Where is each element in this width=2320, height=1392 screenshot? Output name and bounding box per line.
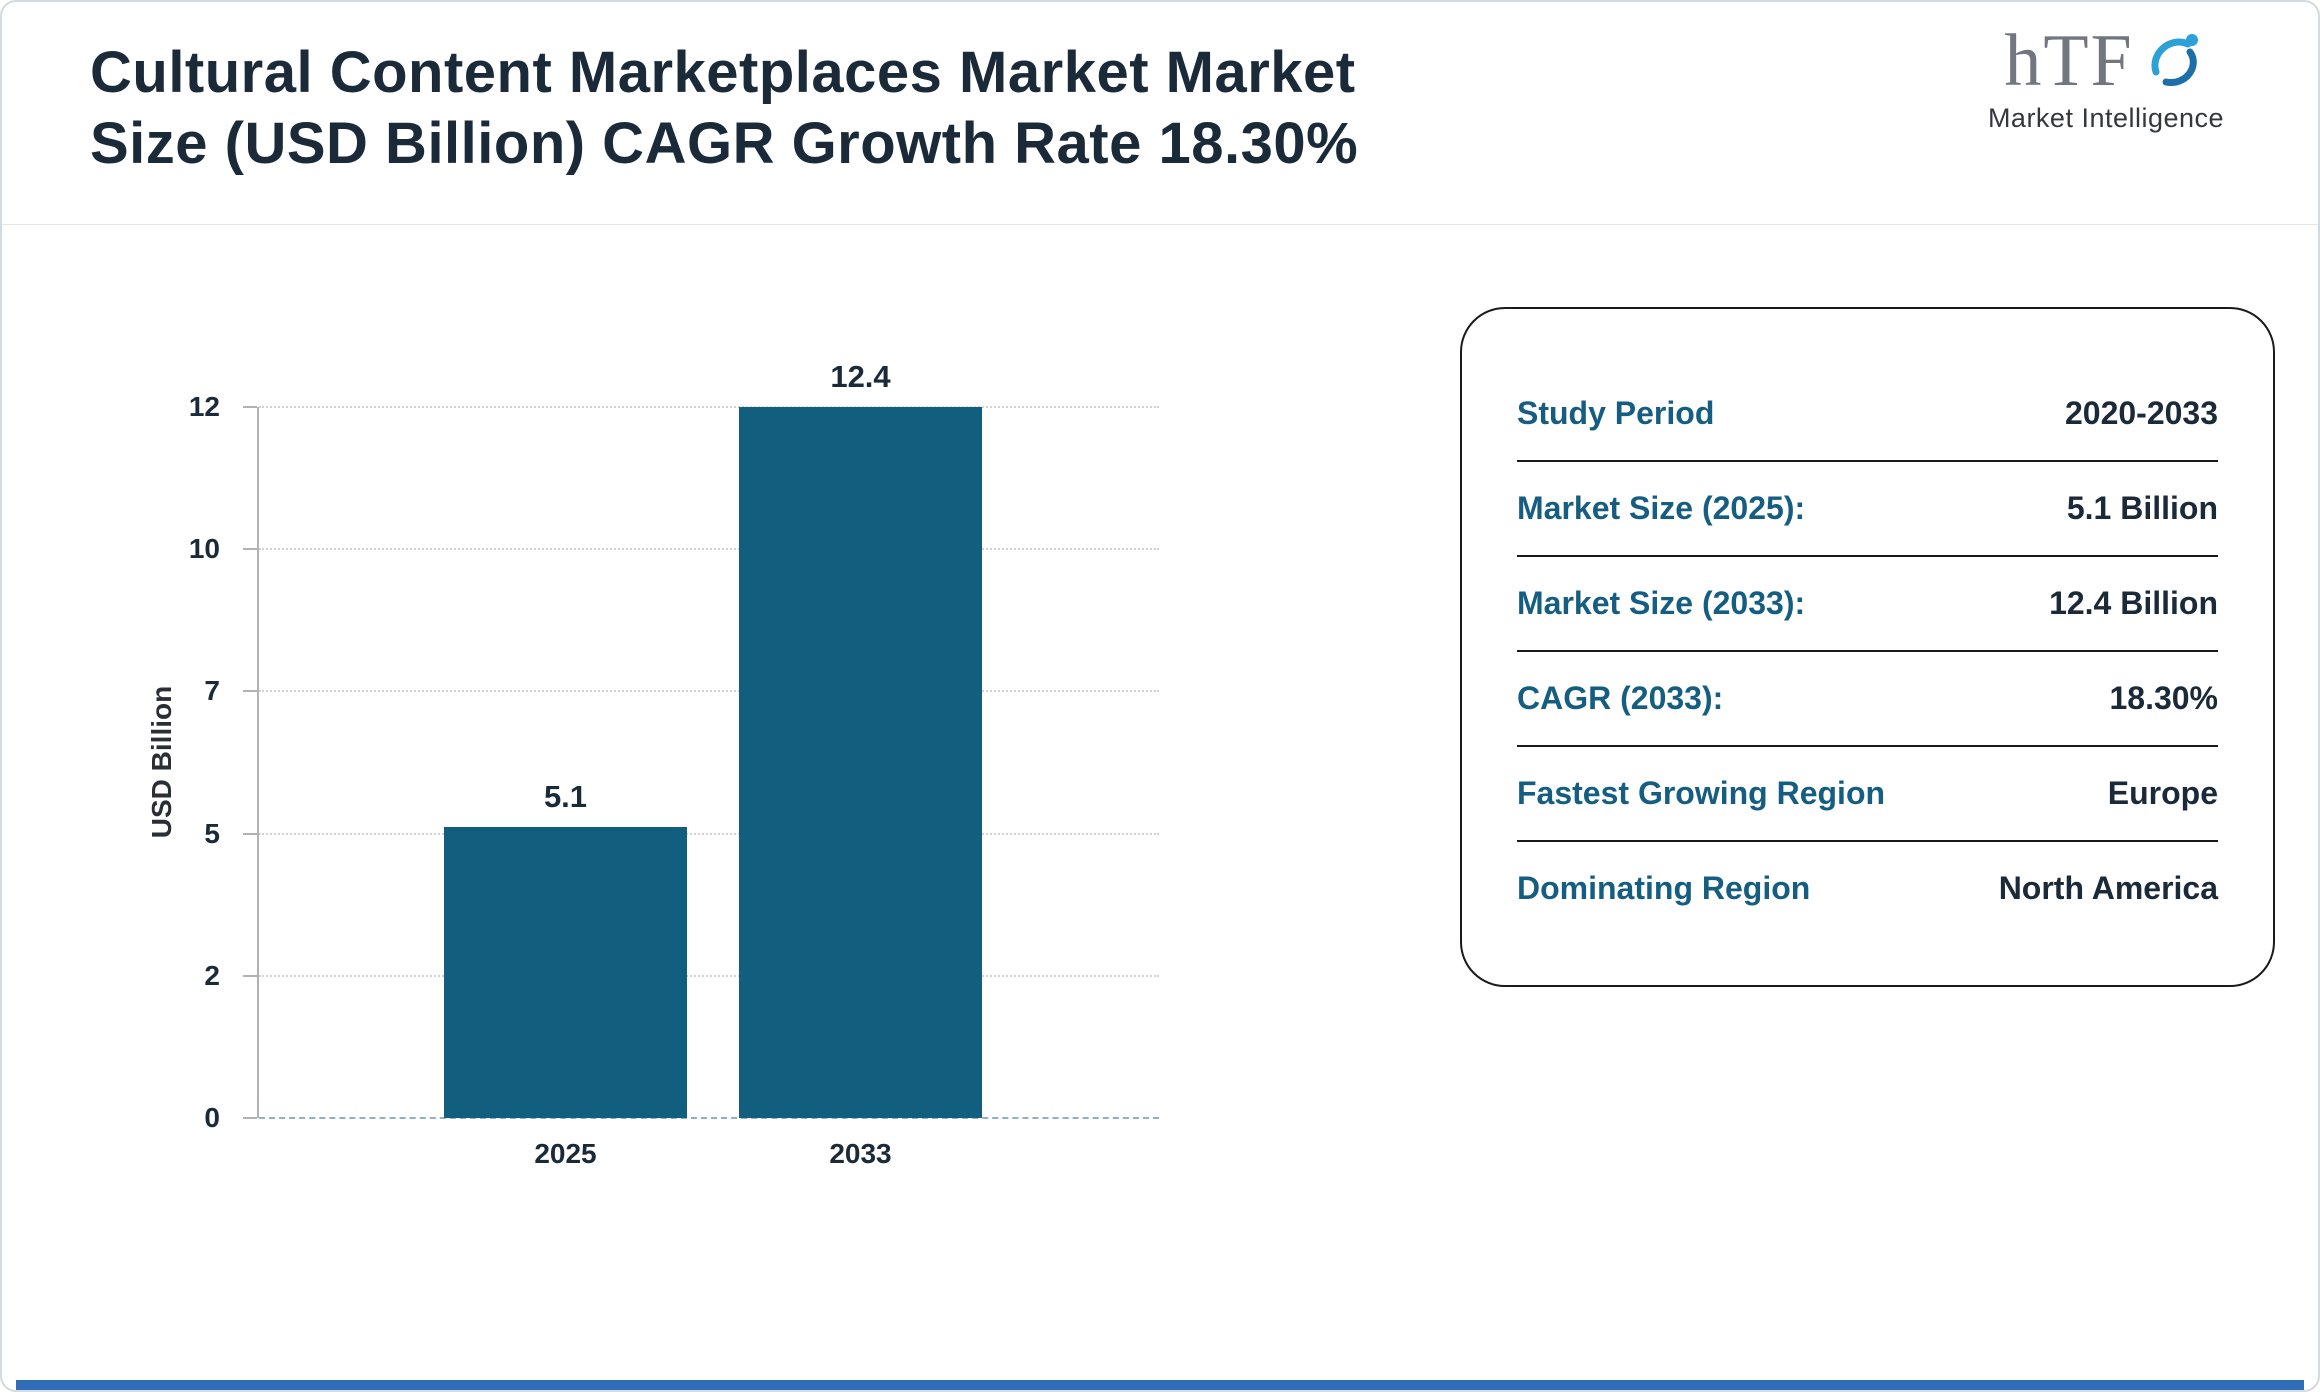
y-tick-mark bbox=[243, 832, 257, 835]
info-row-value: 18.30% bbox=[2109, 680, 2218, 716]
y-tick-label: 5 bbox=[204, 817, 220, 849]
y-tick-mark bbox=[243, 406, 257, 408]
logo-subtitle: Market Intelligence bbox=[1987, 103, 2225, 133]
gridline bbox=[259, 974, 1159, 977]
info-row-label: Fastest Growing Region bbox=[1517, 775, 1886, 811]
info-row-label: Market Size (2033): bbox=[1517, 585, 1806, 621]
bar-2033: 12.4 bbox=[739, 359, 982, 1118]
info-row-value: 2020-2033 bbox=[2064, 395, 2218, 431]
gridline bbox=[259, 406, 1159, 408]
y-tick-mark bbox=[243, 1117, 257, 1119]
bar-2025: 5.1 bbox=[444, 779, 687, 1118]
info-row: Market Size (2033): 12.4 Billion bbox=[1517, 557, 2218, 652]
x-axis-label-2033: 2033 bbox=[829, 1138, 892, 1169]
y-tick-label: 12 bbox=[188, 391, 220, 422]
header-divider bbox=[2, 224, 2318, 225]
title-line-1: Cultural Content Marketplaces Market Mar… bbox=[90, 40, 1356, 105]
brand-logo: hTF Market Intelligence bbox=[1956, 24, 2256, 134]
logo-row: hTF bbox=[1956, 24, 2256, 101]
info-row-label: Dominating Region bbox=[1517, 870, 1811, 906]
info-row: Dominating Region North America bbox=[1517, 842, 2218, 935]
x-axis-label-2025: 2025 bbox=[534, 1138, 597, 1169]
y-tick-label: 7 bbox=[204, 675, 220, 707]
info-row: Study Period 2020-2033 bbox=[1517, 367, 2218, 462]
info-row-value: 5.1 Billion bbox=[2066, 490, 2218, 526]
y-tick-label: 0 bbox=[204, 1102, 220, 1133]
title-line-2: Size (USD Billion) CAGR Growth Rate 18.3… bbox=[90, 110, 1359, 176]
info-row-value: Europe bbox=[2107, 775, 2218, 811]
info-card: Study Period 2020-2033 Market Size (2025):… bbox=[1460, 307, 2275, 987]
info-row-label: Study Period bbox=[1517, 395, 1715, 431]
y-tick-mark bbox=[243, 690, 257, 693]
gridline bbox=[259, 548, 1159, 551]
bar-value-label-2033: 12.4 bbox=[830, 359, 891, 394]
info-row: Market Size (2025): 5.1 Billion bbox=[1517, 462, 2218, 557]
info-row-value: North America bbox=[1998, 870, 2218, 906]
gridline bbox=[259, 690, 1159, 693]
info-row-label: Market Size (2025): bbox=[1517, 490, 1806, 526]
info-row-value: 12.4 Billion bbox=[2049, 585, 2218, 621]
y-ticks: 0 2 5 7 10 12 bbox=[142, 392, 242, 1133]
logo-swirl-icon bbox=[2136, 24, 2208, 101]
info-row: Fastest Growing Region Europe bbox=[1517, 747, 2218, 842]
page-title: Cultural Content Marketplaces Market Mar… bbox=[90, 38, 1358, 180]
bottom-accent-bar bbox=[16, 1380, 2304, 1390]
x-axis-baseline bbox=[259, 1117, 1159, 1119]
y-tick-mark bbox=[243, 974, 257, 977]
y-tick-label: 2 bbox=[204, 959, 220, 991]
info-row-label: CAGR (2033): bbox=[1517, 680, 1724, 716]
plot-area: 5.1 12.4 2025 2033 bbox=[243, 359, 1159, 1169]
y-tick-label: 10 bbox=[188, 533, 220, 565]
info-card-rows: Study Period 2020-2033 Market Size (2025):… bbox=[1517, 367, 2218, 935]
info-row: CAGR (2033): 18.30% bbox=[1517, 652, 2218, 747]
y-tick-mark bbox=[243, 548, 257, 551]
gridline bbox=[259, 832, 1159, 835]
htf-logo-text: hTF bbox=[2004, 20, 2134, 102]
bar-value-label-2025: 5.1 bbox=[543, 778, 588, 814]
